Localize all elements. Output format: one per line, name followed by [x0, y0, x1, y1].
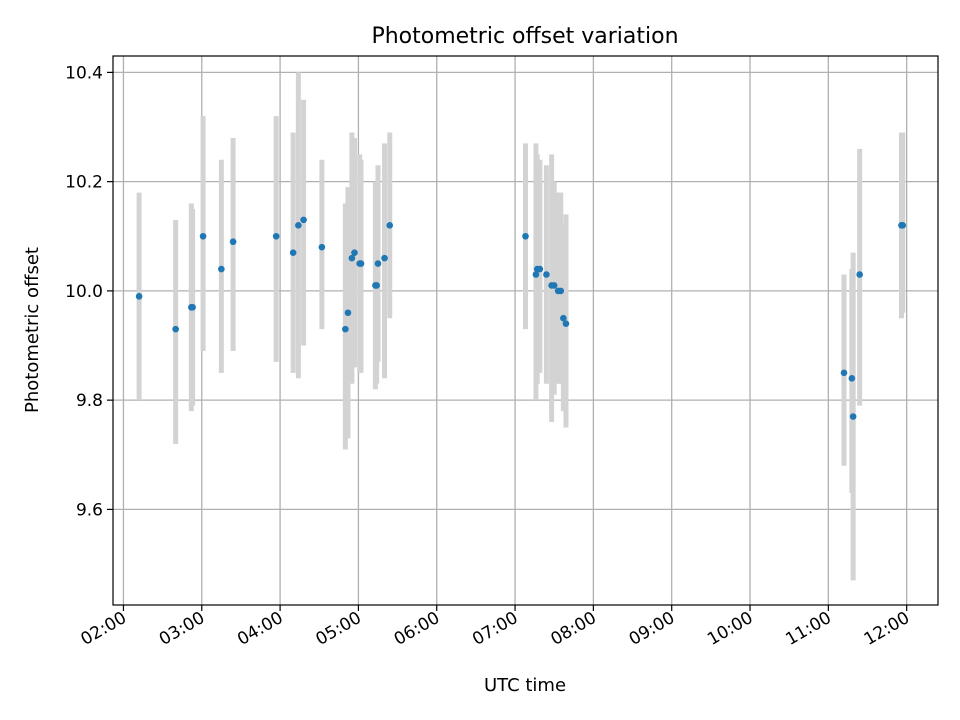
- data-point: [357, 260, 365, 267]
- data-point: [381, 254, 388, 262]
- data-point: [522, 232, 529, 240]
- data-point: [373, 282, 380, 289]
- data-point: [199, 232, 207, 240]
- data-point: [848, 374, 856, 382]
- data-point: [229, 238, 237, 246]
- data-point: [318, 243, 326, 251]
- y-tick-label: 10.4: [65, 63, 103, 83]
- data-point: [849, 413, 857, 420]
- data-point: [543, 271, 550, 278]
- data-point-layer: [135, 216, 907, 420]
- data-point: [342, 325, 349, 333]
- data-point: [562, 320, 570, 327]
- chart-title: Photometric offset variation: [371, 24, 678, 49]
- y-tick-label: 10.0: [65, 282, 103, 302]
- data-point: [295, 222, 302, 229]
- data-point: [899, 222, 907, 229]
- data-point: [135, 293, 143, 300]
- data-point: [550, 282, 558, 289]
- data-point: [172, 325, 179, 333]
- data-point: [386, 222, 394, 229]
- data-point: [560, 314, 567, 322]
- plot-frame: [112, 55, 939, 606]
- data-point: [272, 232, 280, 240]
- data-point: [348, 254, 356, 262]
- y-tick-label: 9.8: [76, 391, 103, 411]
- data-point: [374, 260, 382, 267]
- data-point: [189, 303, 196, 311]
- data-point: [532, 271, 540, 278]
- data-point: [840, 369, 848, 377]
- data-point: [300, 216, 307, 224]
- y-tick-label: 10.2: [65, 173, 103, 193]
- y-axis-label: Photometric offset: [22, 247, 43, 413]
- data-point: [351, 249, 358, 256]
- data-point: [289, 249, 297, 256]
- data-point: [536, 265, 544, 273]
- data-point: [344, 309, 352, 317]
- x-axis-label: UTC time: [484, 675, 566, 696]
- y-tick-label: 9.6: [76, 500, 103, 520]
- data-point: [557, 287, 565, 295]
- data-point: [856, 271, 863, 278]
- data-point: [218, 265, 225, 273]
